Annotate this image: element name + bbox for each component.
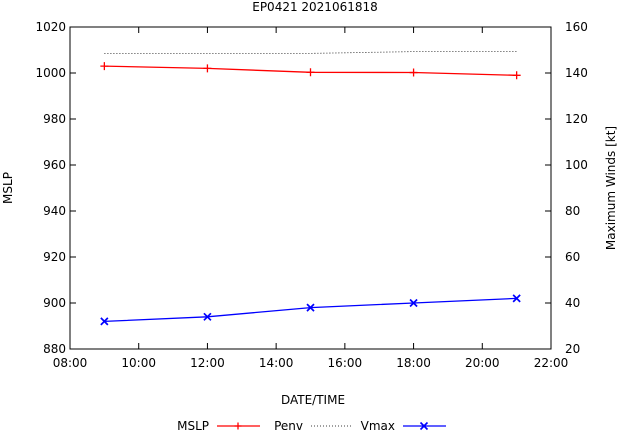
data-point-mslp (203, 64, 212, 73)
plot-frame (69, 26, 552, 350)
x-tick-label: 16:00 (328, 356, 363, 370)
y-left-tick-label: 1020 (35, 20, 66, 34)
data-point-mslp (100, 62, 109, 71)
x-tick-label: 20:00 (465, 356, 500, 370)
series-line-vmax (104, 297, 517, 323)
series-line-penv (104, 51, 517, 54)
data-point-vmax (512, 294, 521, 303)
x-tick-label: 22:00 (534, 356, 569, 370)
y-left-tick-label: 960 (43, 158, 66, 172)
x-tick-label: 08:00 (53, 356, 88, 370)
legend-label-penv: Penv (274, 419, 303, 432)
y-left-tick-label: 980 (43, 112, 66, 126)
y-right-tick-label: 40 (565, 296, 580, 310)
y-right-tick-label: 160 (565, 20, 588, 34)
data-point-vmax (409, 298, 418, 308)
x-axis-title: DATE/TIME (281, 393, 345, 407)
x-tick-label: 10:00 (121, 356, 156, 370)
legend: MSLP Penv Vmax (177, 419, 446, 432)
y-right-tick-label: 140 (565, 66, 588, 80)
x-tick-label: 12:00 (190, 356, 225, 370)
y-left-tick-label: 880 (43, 342, 66, 356)
y-axis-title-left: MSLP (1, 172, 15, 204)
y-right-tick-label: 60 (565, 250, 580, 264)
legend-label-mslp: MSLP (177, 419, 209, 432)
y-axis-title-right: Maximum Winds [kt] (604, 126, 618, 250)
legend-marker-mslp (234, 422, 242, 430)
y-left-tick-label: 1000 (35, 66, 66, 80)
data-point-vmax (100, 317, 109, 326)
legend-marker-vmax (419, 421, 429, 431)
data-point-mslp (512, 71, 521, 80)
y-right-tick-label: 100 (565, 158, 588, 172)
x-tick-label: 18:00 (396, 356, 431, 370)
y-left-tick-label: 920 (43, 250, 66, 264)
y-left-tick-label: 940 (43, 204, 66, 218)
y-right-tick-label: 120 (565, 112, 588, 126)
chart-title: EP0421 2021061818 (252, 0, 378, 14)
y-right-tick-label: 80 (565, 204, 580, 218)
x-tick-label: 14:00 (259, 356, 294, 370)
legend-label-vmax: Vmax (361, 419, 395, 432)
data-point-vmax (203, 312, 212, 321)
y-left-tick-label: 900 (43, 296, 66, 310)
y-right-tick-label: 20 (565, 342, 580, 356)
data-point-mslp (306, 68, 315, 77)
data-point-mslp (409, 68, 418, 77)
data-point-vmax (306, 303, 315, 312)
